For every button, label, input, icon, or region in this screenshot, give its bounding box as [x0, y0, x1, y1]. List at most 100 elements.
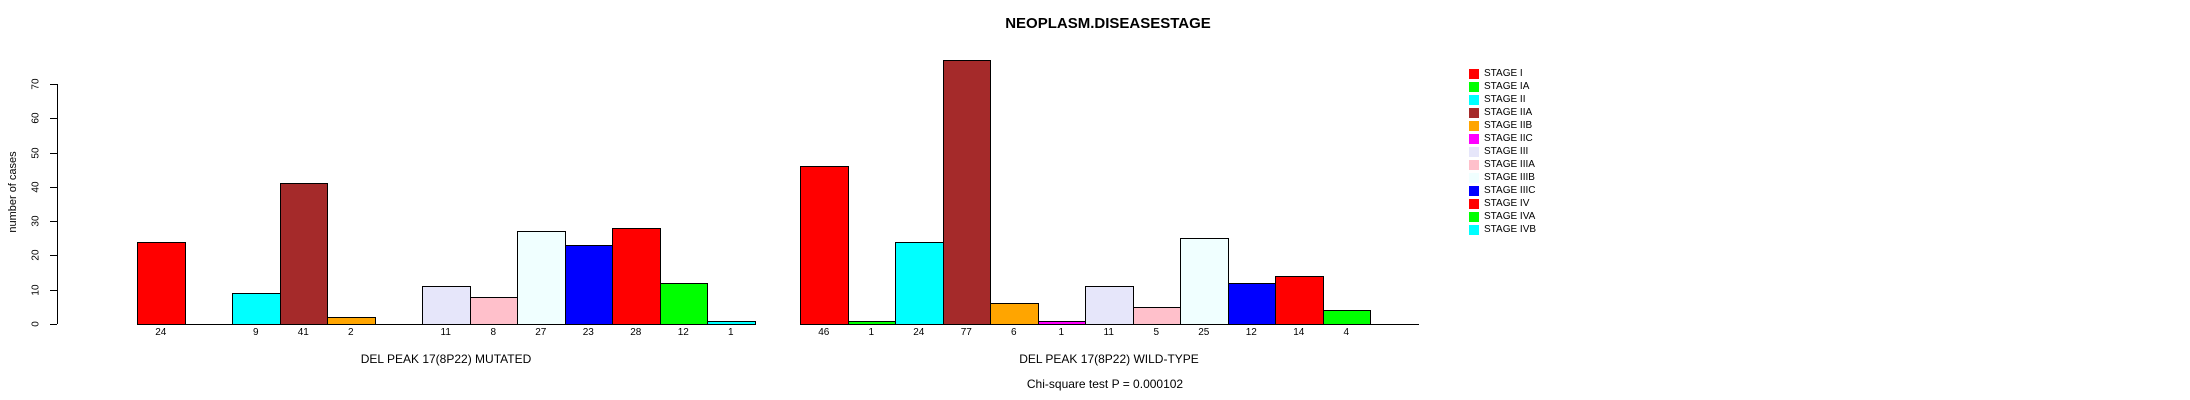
bar-value-label: 1	[868, 327, 875, 338]
bar-stage-iia	[942, 60, 991, 325]
legend-label: STAGE IIA	[1484, 107, 1533, 118]
bar-stage-iii	[1085, 286, 1134, 325]
y-axis-tick-label: 50	[30, 147, 42, 159]
bar-value-label: 12	[1245, 327, 1257, 338]
legend-swatch	[1469, 120, 1479, 131]
bar-value-label: 9	[252, 327, 259, 338]
bar-stage-iia	[279, 183, 328, 325]
legend-item: STAGE IV	[1469, 197, 1529, 210]
y-axis-tick-label: 30	[30, 215, 42, 227]
legend-label: STAGE IIC	[1484, 133, 1533, 144]
bar-stage-iiib	[517, 231, 566, 325]
y-axis-tick-label: 20	[30, 249, 42, 261]
y-axis-tick	[50, 186, 57, 188]
legend-label: STAGE IVA	[1484, 211, 1536, 222]
chart-title: NEOPLASM.DISEASESTAGE	[1005, 15, 1211, 32]
legend-label: STAGE IV	[1484, 198, 1530, 209]
bar-value-label: 1	[727, 327, 734, 338]
bar-stage-iva	[659, 282, 708, 325]
bar-value-label: 11	[440, 327, 451, 338]
legend-swatch	[1469, 159, 1479, 170]
legend-swatch	[1469, 224, 1479, 235]
bar-stage-i	[800, 166, 849, 325]
bar-value-label: 27	[535, 327, 547, 338]
bar-value-label: 12	[677, 327, 689, 338]
legend-swatch	[1469, 81, 1479, 92]
legend-swatch	[1469, 133, 1479, 144]
bar-value-label: 24	[913, 327, 925, 338]
y-axis	[57, 84, 58, 324]
y-axis-tick-label: 60	[30, 112, 42, 124]
bar-value-label: 1	[1058, 327, 1065, 338]
y-axis-tick-label: 10	[30, 284, 42, 296]
bar-value-label: 24	[155, 327, 167, 338]
y-axis-tick-label: 0	[30, 321, 42, 327]
bar-stage-ivb	[707, 320, 756, 325]
legend-label: STAGE II	[1484, 94, 1526, 105]
legend-item: STAGE IVB	[1469, 223, 1536, 236]
legend-item: STAGE IVA	[1469, 210, 1535, 223]
legend-swatch	[1469, 198, 1479, 209]
bar-stage-i	[137, 241, 186, 325]
legend-swatch	[1469, 172, 1479, 183]
bar-value-label: 5	[1153, 327, 1160, 338]
y-axis-tick	[50, 289, 57, 291]
bar-value-label: 41	[297, 327, 309, 338]
bar-stage-ia	[847, 320, 896, 325]
bar-value-label: 77	[960, 327, 972, 338]
legend-item: STAGE III	[1469, 145, 1528, 158]
bar-value-label: 14	[1293, 327, 1305, 338]
bar-stage-iib	[327, 317, 376, 325]
legend-label: STAGE IA	[1484, 81, 1530, 92]
bar-value-label: 25	[1198, 327, 1210, 338]
y-axis-label: number of cases	[7, 151, 19, 233]
y-axis-tick	[50, 152, 57, 154]
bar-value-label: 6	[1010, 327, 1017, 338]
bar-stage-ii	[232, 293, 281, 325]
legend-label: STAGE III	[1484, 146, 1529, 157]
bar-stage-iib	[990, 303, 1039, 325]
bar-value-label: 2	[347, 327, 354, 338]
legend-item: STAGE IIIB	[1469, 171, 1535, 184]
y-axis-tick-label: 40	[30, 181, 42, 193]
legend-item: STAGE II	[1469, 93, 1526, 106]
y-axis-tick	[50, 324, 57, 325]
legend-label: STAGE I	[1484, 68, 1523, 79]
legend-item: STAGE IIIC	[1469, 184, 1536, 197]
legend-label: STAGE IIIC	[1484, 185, 1536, 196]
legend-swatch	[1469, 146, 1479, 157]
y-axis-tick	[50, 118, 57, 120]
bar-value-label: 28	[630, 327, 642, 338]
bar-stage-iv	[612, 228, 661, 325]
group-label-wild-type: DEL PEAK 17(8P22) WILD-TYPE	[1019, 352, 1199, 366]
bar-stage-iiic	[1227, 282, 1276, 325]
bar-stage-iiic	[564, 245, 613, 325]
bar-stage-iic	[1037, 320, 1086, 325]
legend-item: STAGE IIB	[1469, 119, 1532, 132]
bar-value-label: 46	[818, 327, 830, 338]
legend-item: STAGE IIA	[1469, 106, 1532, 119]
y-axis-tick	[50, 255, 57, 257]
legend-item: STAGE IA	[1469, 80, 1529, 93]
legend-swatch	[1469, 68, 1479, 79]
bar-value-label: 23	[582, 327, 594, 338]
legend-item: STAGE IIIA	[1469, 158, 1535, 171]
y-axis-tick	[50, 84, 57, 85]
legend-label: STAGE IIB	[1484, 120, 1533, 131]
legend-item: STAGE IIC	[1469, 132, 1533, 145]
y-axis-tick	[50, 221, 57, 223]
bar-stage-iiia	[1132, 306, 1181, 325]
bar-stage-iva	[1322, 310, 1371, 325]
legend-swatch	[1469, 94, 1479, 105]
bar-stage-ii	[895, 241, 944, 325]
bar-stage-iii	[422, 286, 471, 325]
bar-value-label: 4	[1343, 327, 1350, 338]
chi-square-note: Chi-square test P = 0.000102	[1026, 377, 1184, 391]
legend-label: STAGE IVB	[1484, 224, 1537, 235]
bar-stage-iiib	[1180, 238, 1229, 325]
legend-swatch	[1469, 185, 1479, 196]
group-label-mutated: DEL PEAK 17(8P22) MUTATED	[360, 352, 532, 366]
legend-swatch	[1469, 211, 1479, 222]
legend-label: STAGE IIIA	[1484, 159, 1535, 170]
